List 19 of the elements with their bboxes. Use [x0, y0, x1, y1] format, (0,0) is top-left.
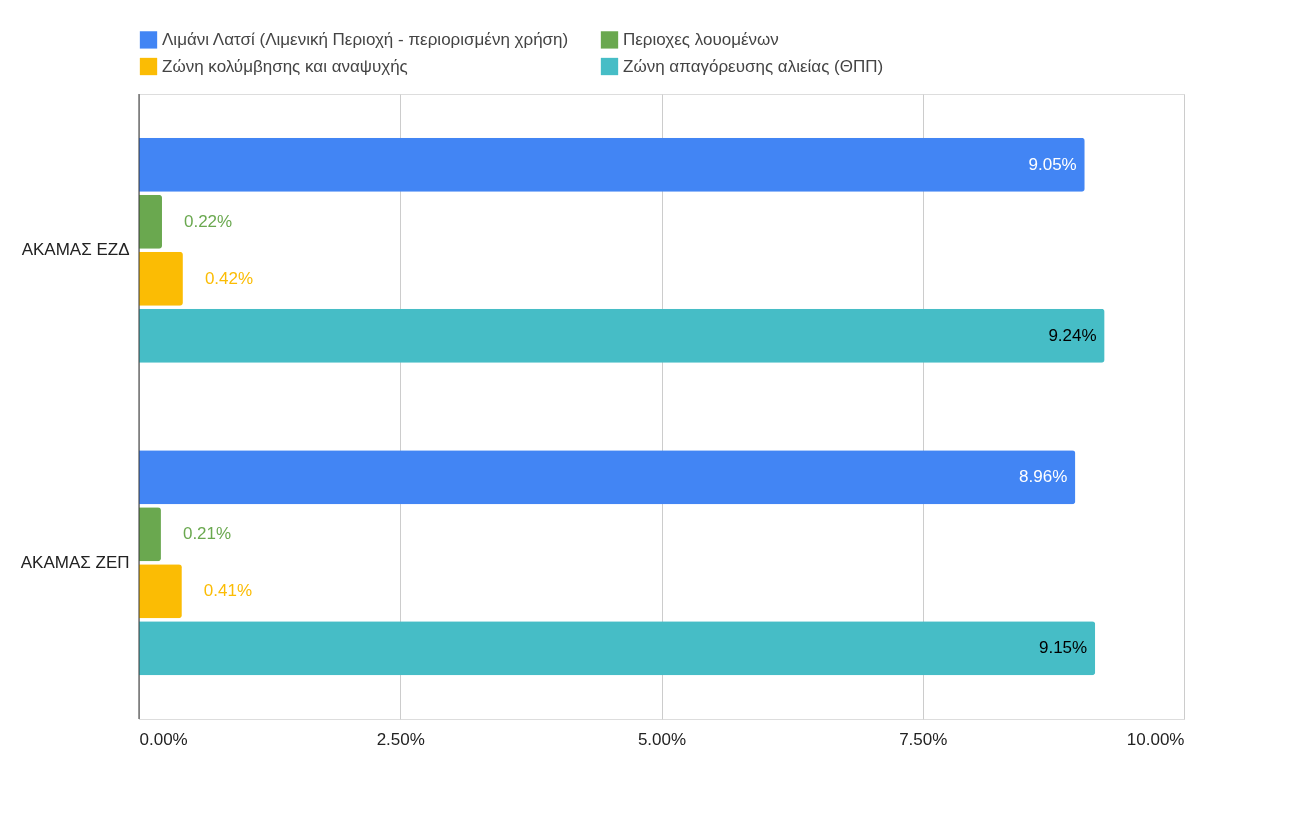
- data-label: 9.24%: [1048, 325, 1097, 345]
- data-label: 0.22%: [183, 211, 233, 231]
- legend-label: Ζώνη κολύμβησης και αναψυχής: [162, 56, 408, 76]
- y-tick-label: ΑΚΑΜΑΣ ΖΕΠ: [20, 552, 130, 572]
- x-tick-label: 0.00%: [139, 729, 188, 749]
- data-label: 9.15%: [1038, 638, 1088, 658]
- legend-label: Περιοχες λουομένων: [623, 29, 779, 49]
- data-label: 8.96%: [1019, 467, 1068, 487]
- data-label: 0.42%: [204, 268, 254, 288]
- x-tick-label: 2.50%: [376, 729, 425, 749]
- data-label: 0.21%: [182, 524, 232, 544]
- x-tick-label: 7.50%: [899, 729, 948, 749]
- data-label: 0.41%: [203, 581, 253, 601]
- y-tick-label: ΑΚΑΜΑΣ ΕΖΔ: [21, 240, 130, 260]
- data-label: 9.05%: [1028, 154, 1077, 174]
- x-tick-label: 10.00%: [1126, 729, 1185, 749]
- legend-label: Λιμάνι Λατσί (Λιμενική Περιοχή - περιορισμένη χρήση): [162, 29, 569, 49]
- x-tick-label: 5.00%: [637, 729, 687, 749]
- legend-label: Ζώνη απαγόρευσης αλιείας (ΘΠΠ): [623, 56, 884, 76]
